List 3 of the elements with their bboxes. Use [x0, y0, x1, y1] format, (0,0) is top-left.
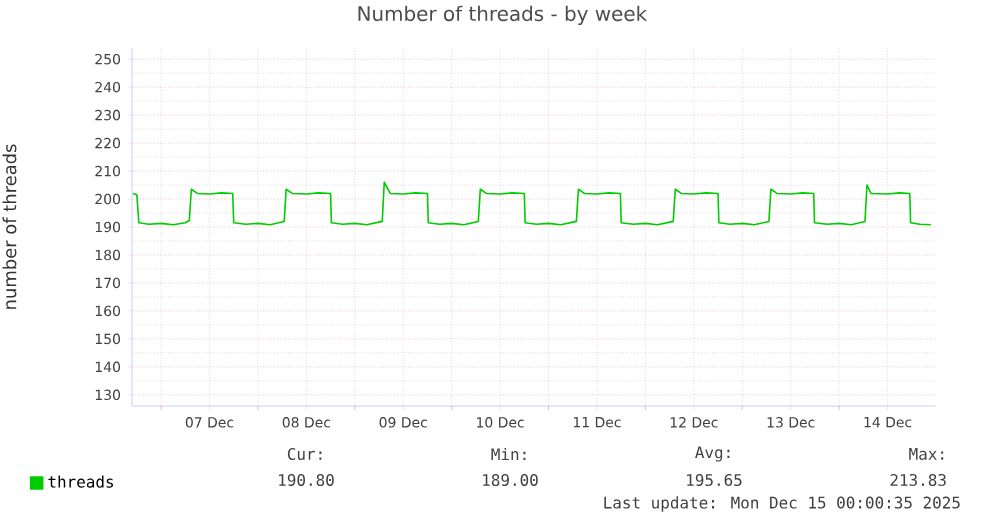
chart-title: Number of threads - by week — [358, 5, 648, 26]
y-axis-title: number of threads — [2, 144, 17, 309]
line-series — [132, 181, 932, 226]
